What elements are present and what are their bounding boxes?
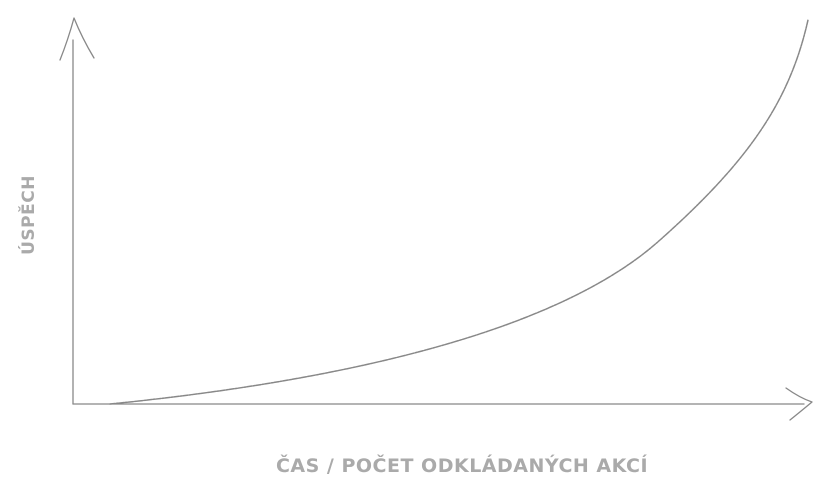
x-axis-arrowhead — [785, 387, 813, 421]
x-axis-label: Čas / počet odkládaných akcí — [276, 453, 648, 477]
exponential-curve — [109, 19, 809, 405]
y-axis-arrowhead — [59, 17, 95, 61]
y-axis-label: Úspěch — [17, 175, 39, 255]
